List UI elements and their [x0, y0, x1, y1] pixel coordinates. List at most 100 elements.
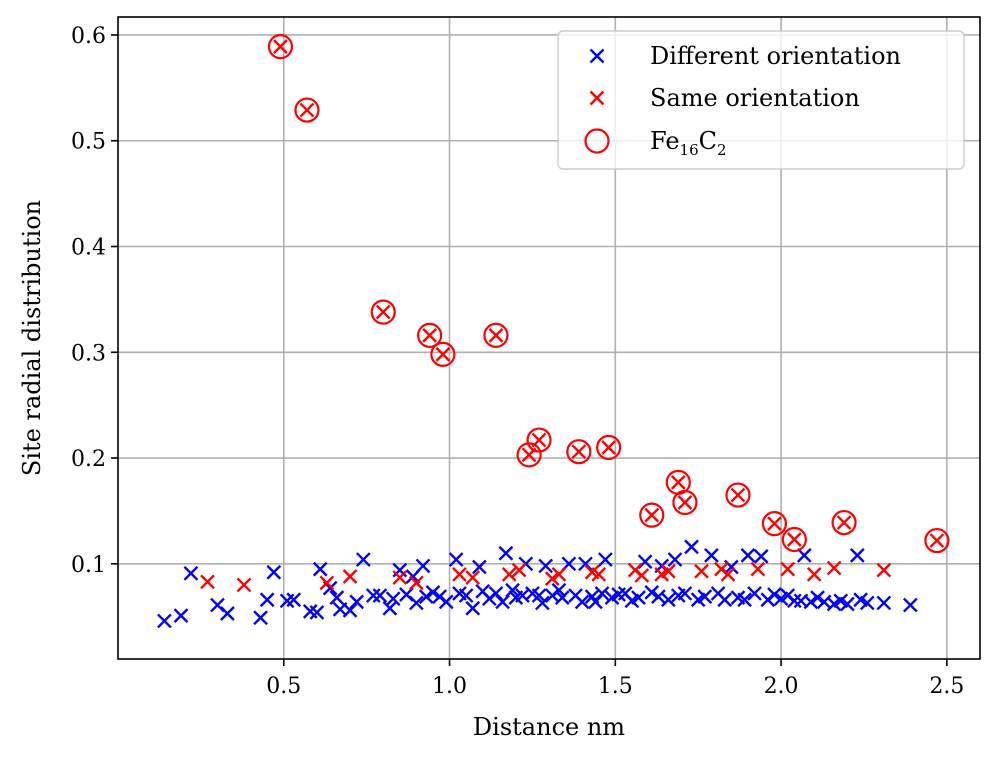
point-same-orientation — [767, 516, 782, 531]
point-fe16c2 — [781, 526, 807, 553]
x-tick-label: 2.5 — [929, 674, 964, 699]
y-axis-title: Site radial distribution — [18, 200, 46, 476]
point-different-orientation — [574, 594, 590, 610]
point-fe16c2 — [526, 427, 552, 453]
point-fe16c2 — [596, 434, 622, 461]
x-tick-label: 2.0 — [764, 674, 799, 699]
point-different-orientation — [425, 585, 441, 600]
point-same-orientation — [591, 567, 607, 582]
axis-ticks: 0.5 1.0 1.5 2.0 2.5 0.1 0.2 0.3 0.4 0.5 0.6 — [71, 24, 964, 699]
point-different-orientation — [859, 595, 875, 611]
y-tick-label: 0.2 — [71, 447, 106, 472]
point-same-orientation — [826, 560, 842, 576]
legend-label-sub-2: 2 — [717, 141, 727, 159]
point-same-orientation — [836, 515, 852, 530]
x-tick-label: 1.0 — [432, 674, 467, 699]
point-same-orientation — [551, 567, 567, 582]
point-different-orientation — [747, 586, 762, 601]
point-same-orientation — [465, 570, 481, 585]
point-different-orientation — [803, 594, 819, 610]
legend-marker-same-orientation — [589, 90, 605, 106]
point-fe16c2 — [672, 489, 698, 516]
point-different-orientation — [661, 592, 676, 608]
point-different-orientation — [840, 596, 855, 612]
point-different-orientation — [498, 545, 514, 561]
y-tick-label: 0.6 — [71, 24, 106, 49]
point-same-orientation — [677, 495, 693, 510]
point-different-orientation — [465, 600, 481, 616]
point-different-orientation — [286, 592, 302, 608]
point-different-orientation — [786, 593, 802, 609]
point-same-orientation — [876, 562, 892, 578]
point-different-orientation — [578, 556, 593, 572]
point-different-orientation — [342, 602, 358, 618]
legend-label-fe: Fe — [650, 127, 680, 155]
legend-label-different-orientation: Different orientation — [650, 42, 901, 70]
point-same-orientation — [342, 569, 358, 584]
point-different-orientation — [266, 564, 282, 580]
point-different-orientation — [355, 552, 371, 567]
point-different-orientation — [767, 587, 782, 602]
point-fe16c2 — [483, 322, 509, 348]
point-same-orientation — [750, 561, 766, 577]
point-different-orientation — [538, 558, 554, 574]
point-same-orientation — [409, 575, 424, 591]
point-different-orientation — [667, 552, 683, 567]
point-different-orientation — [876, 595, 892, 611]
point-same-orientation — [273, 39, 288, 54]
legend-marker-different-orientation — [589, 48, 605, 64]
point-different-orientation — [409, 595, 424, 611]
point-same-orientation — [299, 102, 315, 118]
legend-box — [557, 30, 965, 170]
point-different-orientation — [349, 594, 365, 610]
point-same-orientation — [730, 487, 746, 503]
point-different-orientation — [382, 600, 398, 616]
point-different-orientation — [183, 565, 199, 581]
point-same-orientation — [236, 577, 252, 593]
legend: Different orientation Same orientation F… — [557, 30, 965, 170]
legend-x-blue — [589, 48, 605, 64]
legend-label-fe16c2: Fe16C2 — [650, 127, 727, 159]
point-different-orientation — [448, 552, 464, 567]
point-different-orientation — [458, 588, 474, 603]
point-same-orientation — [392, 570, 408, 585]
point-different-orientation — [472, 559, 487, 575]
point-different-orientation — [704, 548, 719, 563]
point-different-orientation — [173, 608, 189, 623]
point-fe16c2 — [294, 97, 320, 123]
point-same-orientation — [501, 567, 517, 582]
point-fe16c2 — [417, 322, 443, 348]
point-fe16c2 — [639, 502, 665, 528]
point-different-orientation — [488, 586, 504, 601]
point-same-orientation — [720, 567, 736, 582]
point-fe16c2 — [566, 439, 592, 465]
point-different-orientation — [531, 588, 547, 603]
point-different-orientation — [418, 589, 434, 604]
point-different-orientation — [740, 548, 756, 563]
point-same-orientation — [929, 533, 945, 548]
point-different-orientation — [535, 595, 550, 611]
point-same-orientation — [644, 507, 660, 523]
plot-frame — [117, 16, 981, 660]
point-different-orientation — [372, 588, 388, 603]
point-different-orientation — [849, 548, 865, 563]
point-different-orientation — [329, 590, 345, 606]
point-different-orientation — [684, 539, 699, 555]
point-different-orientation — [677, 586, 693, 601]
point-different-orientation — [259, 592, 275, 608]
y-tick-label: 0.4 — [71, 236, 106, 261]
point-same-orientation — [422, 328, 437, 343]
point-same-orientation — [670, 475, 686, 490]
point-same-orientation — [694, 563, 709, 579]
legend-label-sub-16: 16 — [680, 141, 699, 159]
point-different-orientation — [551, 582, 567, 598]
legend-circle-red — [584, 128, 610, 154]
point-different-orientation — [796, 548, 812, 563]
point-same-orientation — [780, 561, 796, 577]
point-different-orientation — [737, 592, 752, 608]
data-markers — [157, 34, 950, 629]
y-tick-label: 0.1 — [71, 553, 106, 578]
point-same-orientation — [806, 567, 822, 582]
point-same-orientation — [786, 532, 802, 547]
